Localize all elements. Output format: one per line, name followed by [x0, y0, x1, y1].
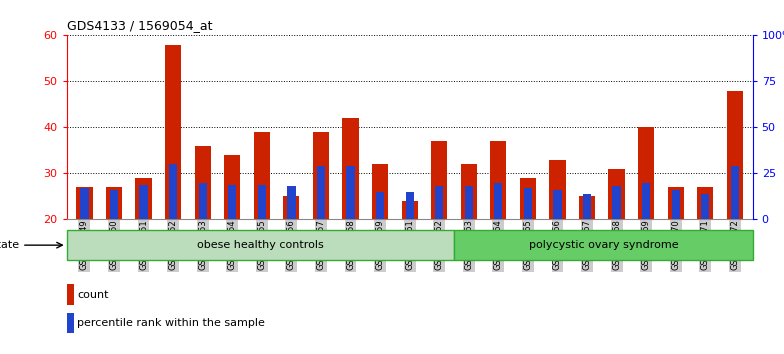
Bar — [317, 166, 325, 219]
Bar — [583, 194, 591, 219]
Bar — [731, 166, 739, 219]
Bar — [283, 196, 299, 219]
Bar — [642, 183, 651, 219]
Bar — [67, 230, 455, 260]
Bar — [228, 184, 236, 219]
Bar — [198, 183, 207, 219]
Bar — [372, 164, 388, 219]
Bar — [668, 187, 684, 219]
Bar — [465, 186, 473, 219]
Bar — [76, 187, 93, 219]
Bar — [80, 188, 89, 219]
Text: polycystic ovary syndrome: polycystic ovary syndrome — [528, 240, 678, 250]
Bar — [608, 169, 625, 219]
Bar — [494, 183, 503, 219]
Bar — [313, 132, 329, 219]
Bar — [67, 284, 74, 305]
Bar — [727, 91, 743, 219]
Bar — [258, 184, 266, 219]
Bar — [520, 178, 536, 219]
Text: disease state: disease state — [0, 240, 19, 250]
Bar — [224, 155, 241, 219]
Bar — [579, 196, 595, 219]
Text: GDS4133 / 1569054_at: GDS4133 / 1569054_at — [67, 19, 212, 33]
Bar — [461, 164, 477, 219]
Bar — [169, 164, 177, 219]
Bar — [347, 166, 354, 219]
Bar — [287, 186, 296, 219]
Bar — [554, 190, 561, 219]
Bar — [67, 313, 74, 333]
Bar — [455, 230, 753, 260]
Bar — [106, 187, 122, 219]
Bar — [194, 146, 211, 219]
Text: count: count — [77, 290, 108, 299]
Bar — [431, 141, 448, 219]
Bar — [524, 188, 532, 219]
Bar — [376, 192, 384, 219]
Bar — [165, 45, 181, 219]
Bar — [254, 132, 270, 219]
Bar — [435, 186, 443, 219]
Bar — [405, 192, 414, 219]
Bar — [612, 186, 621, 219]
Bar — [701, 194, 710, 219]
Bar — [140, 184, 147, 219]
Bar — [110, 190, 118, 219]
Bar — [401, 201, 418, 219]
Bar — [550, 160, 565, 219]
Bar — [638, 127, 655, 219]
Text: obese healthy controls: obese healthy controls — [197, 240, 324, 250]
Text: percentile rank within the sample: percentile rank within the sample — [77, 318, 265, 328]
Bar — [343, 118, 358, 219]
Bar — [672, 190, 680, 219]
Bar — [490, 141, 506, 219]
Bar — [136, 178, 151, 219]
Bar — [697, 187, 713, 219]
